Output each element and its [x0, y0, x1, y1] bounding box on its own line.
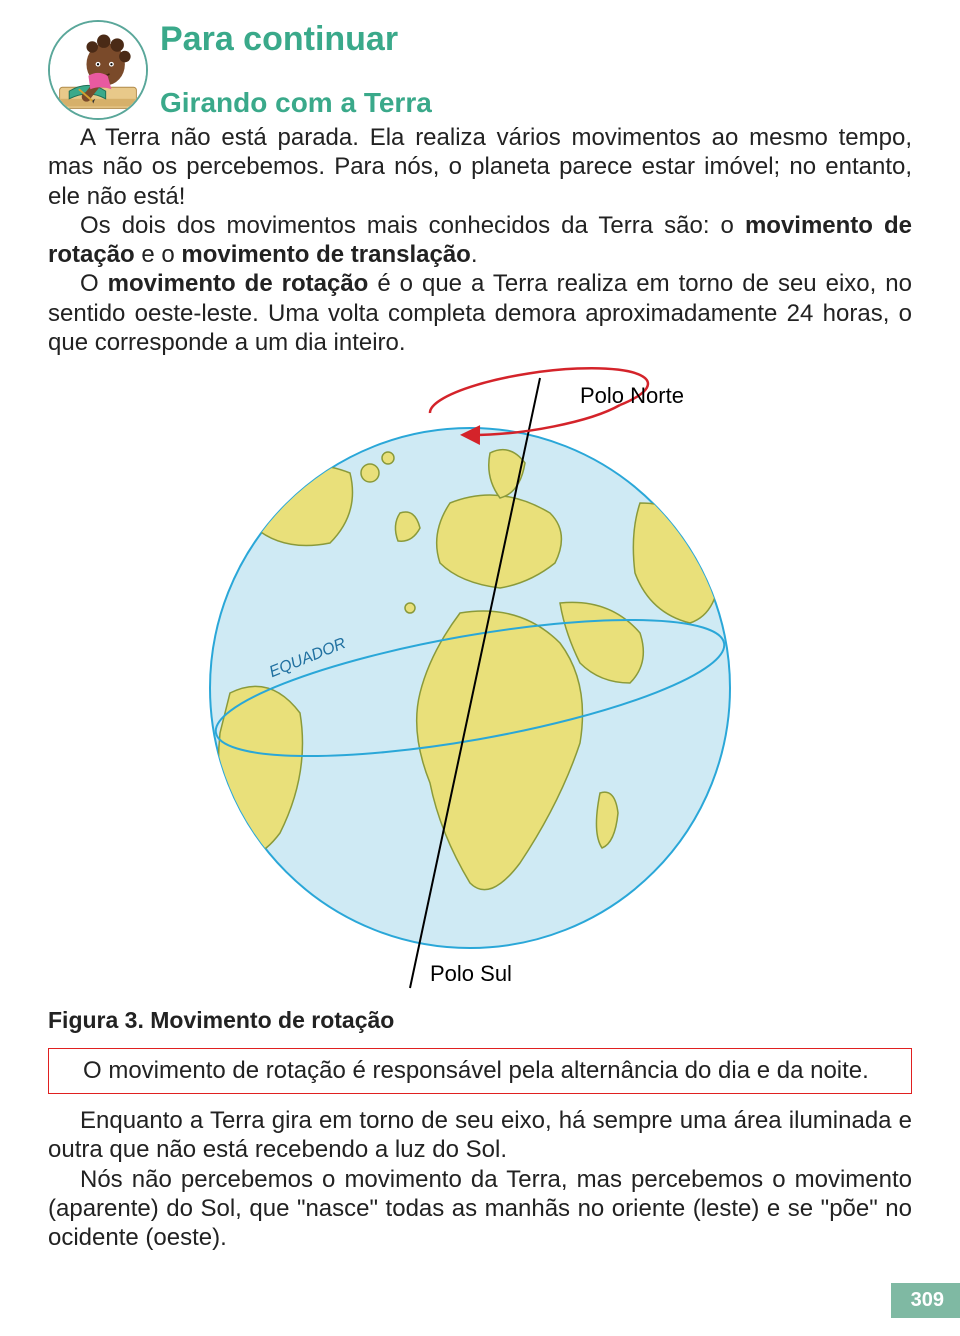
globe-diagram: EQUADOR Polo Norte Polo Sul — [160, 363, 800, 1003]
intro-text: A Terra não está parada. Ela realiza vár… — [48, 123, 912, 357]
p2-bold2: movimento de translação — [181, 241, 470, 268]
p2-mid: e o — [135, 241, 182, 268]
closing-p2: Nós não percebemos o movimento da Terra,… — [48, 1166, 912, 1252]
north-pole-label: Polo Norte — [580, 383, 684, 408]
section-subtitle: Girando com a Terra — [160, 87, 432, 119]
closing-p1: Enquanto a Terra gira em torno de seu ei… — [48, 1107, 912, 1163]
p3-bold: movimento de rotação — [108, 270, 369, 297]
p2-post: . — [471, 241, 478, 268]
avatar-illustration — [50, 22, 146, 118]
student-avatar — [48, 20, 148, 120]
p3-pre: O — [80, 270, 108, 297]
p2-pre: Os dois dos movimentos mais conhecidos d… — [80, 212, 745, 239]
closing-text: Enquanto a Terra gira em torno de seu ei… — [48, 1106, 912, 1252]
paragraph-1: A Terra não está parada. Ela realiza vár… — [48, 124, 912, 210]
south-pole-label: Polo Sul — [430, 961, 512, 986]
callout-box: O movimento de rotação é responsável pel… — [48, 1048, 912, 1094]
figure-caption: Figura 3. Movimento de rotação — [48, 1007, 912, 1034]
page-number-badge: 309 — [891, 1283, 960, 1318]
section-title: Para continuar — [160, 20, 432, 59]
globe-figure: EQUADOR Polo Norte Polo Sul — [48, 363, 912, 1003]
